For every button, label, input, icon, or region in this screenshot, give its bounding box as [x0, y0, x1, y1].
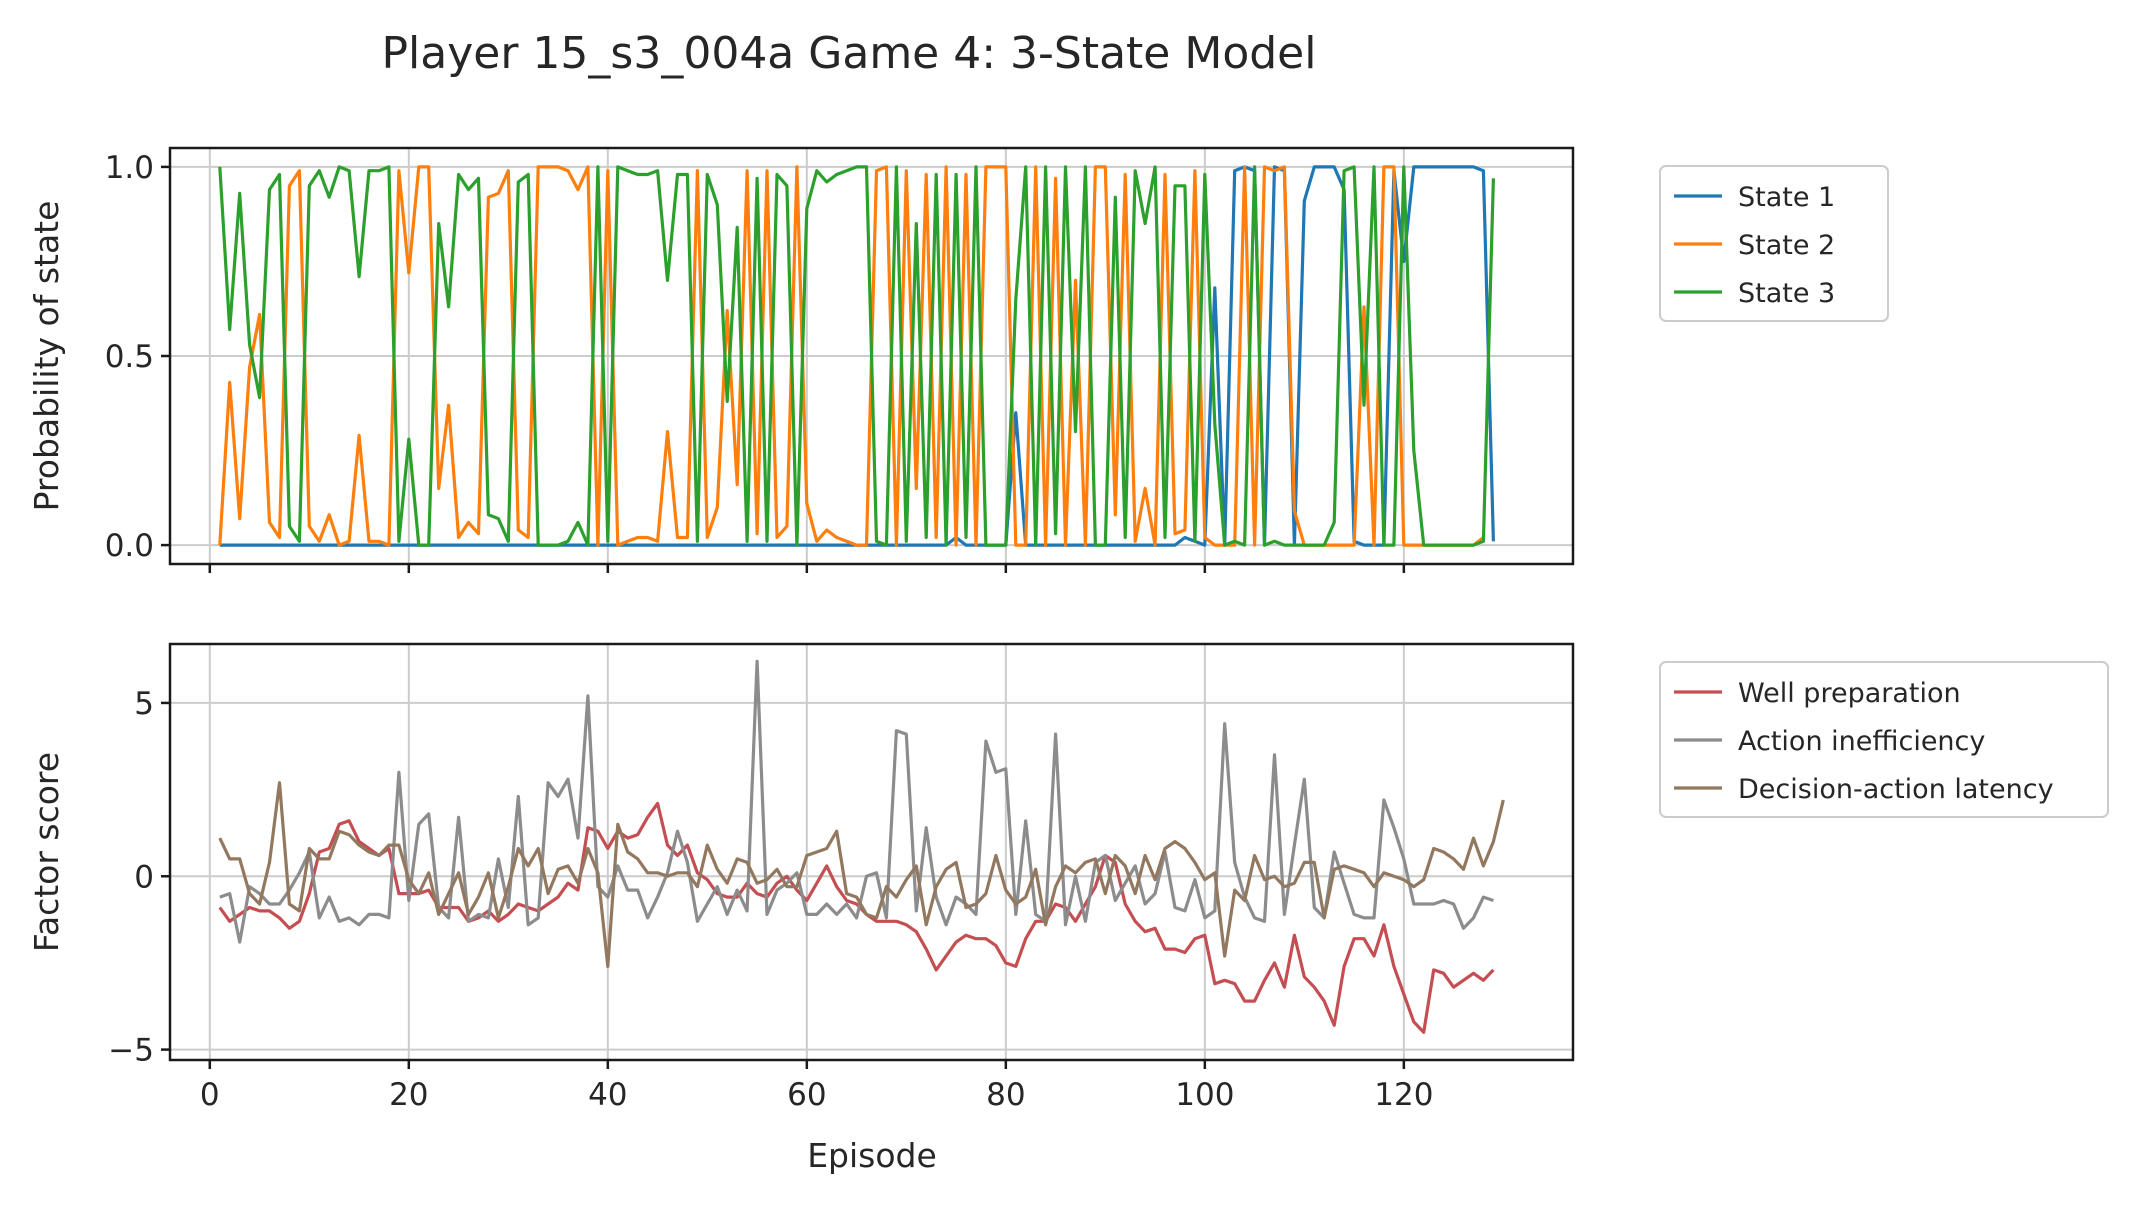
- y-tick-label: 0: [134, 859, 154, 895]
- y-tick-label: 0.0: [105, 528, 154, 564]
- legend: Well preparation Action inefficiency Decis…: [1659, 661, 2109, 818]
- x-tick-label: 100: [1175, 1077, 1234, 1113]
- chart-title: Player 15_s3_004a Game 4: 3-State Model: [382, 28, 1317, 79]
- y-tick-label: −5: [108, 1033, 154, 1069]
- y-axis-label: Probability of state: [27, 201, 66, 512]
- x-tick-label: 20: [389, 1077, 428, 1113]
- x-tick-label: 120: [1374, 1077, 1433, 1113]
- legend-entry-label: State 2: [1738, 230, 1835, 261]
- x-axis-label: Episode: [807, 1136, 937, 1175]
- series-line-3: [218, 165, 1495, 547]
- legend-entry-label: Well preparation: [1738, 678, 1961, 709]
- panel-2: −5 0 5 0 20 40 60 80 100 120 Factor score Well prep…: [27, 642, 2109, 1113]
- y-tick-label: 1.0: [105, 150, 154, 186]
- y-axis-label: Factor score: [27, 752, 66, 952]
- series-line-2: [218, 165, 1485, 547]
- plot-frame: [168, 146, 1575, 566]
- legend-entry-label: State 1: [1738, 182, 1835, 213]
- y-tick-label: 0.5: [105, 339, 154, 375]
- series-line-3: [218, 781, 1505, 969]
- legend-entry-label: Action inefficiency: [1738, 726, 1985, 757]
- series-line-1: [218, 801, 1495, 1034]
- legend: State 1 State 2 State 3: [1659, 165, 1889, 322]
- legend-entry-label: Decision-action latency: [1738, 774, 2054, 805]
- legend-entry-label: State 3: [1738, 278, 1835, 309]
- series-line-2: [219, 659, 1494, 944]
- legend-box: [1659, 661, 2109, 818]
- x-tick-label: 60: [787, 1077, 826, 1113]
- legend-box: [1659, 165, 1889, 322]
- x-tick-label: 40: [588, 1077, 627, 1113]
- x-tick-label: 80: [986, 1077, 1025, 1113]
- plot-frame: [168, 642, 1575, 1062]
- x-tick-label: 0: [200, 1077, 220, 1113]
- y-tick-label: 5: [134, 686, 154, 722]
